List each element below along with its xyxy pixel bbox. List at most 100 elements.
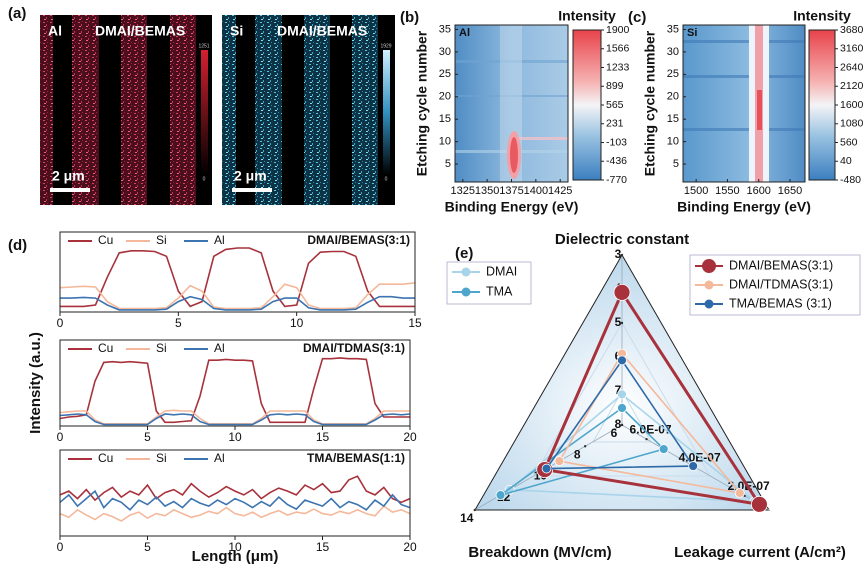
panel-label: (c) [628, 9, 646, 26]
x-tick-label: 1600 [746, 185, 770, 197]
x-tick-label: 15 [316, 430, 330, 444]
x-tick-label: 5 [144, 540, 151, 554]
y-tick-label: 30 [439, 46, 451, 58]
radar-tick-label: 3 [615, 247, 622, 261]
x-axis-label: Binding Energy (eV) [677, 199, 811, 215]
colorbar-tick-label: 3680 [840, 24, 864, 36]
colorbar-tick-label: 2640 [840, 61, 864, 73]
heatmap-image [683, 25, 805, 182]
radar-tick-label: 6 [611, 426, 618, 440]
legend-label: Si [156, 341, 167, 355]
radar-tick [620, 321, 624, 325]
colorbar-tick-label: 3160 [840, 43, 864, 55]
x-tick-label: 15 [408, 316, 422, 330]
legend-label: Si [156, 451, 167, 465]
colorbar-tick-label: -770 [606, 174, 627, 186]
x-tick-label: 20 [403, 540, 417, 554]
panel-label: (a) [8, 5, 26, 22]
x-tick-label: 0 [57, 430, 64, 444]
y-tick-label: 10 [439, 136, 451, 148]
radar-point [613, 283, 631, 301]
legend-label: Cu [98, 233, 113, 247]
radar-point [734, 488, 745, 498]
legend-label: DMAI/BEMAS(3:1) [729, 258, 833, 272]
data-line [59, 413, 411, 426]
colorbar-tick-label: 40 [840, 155, 852, 167]
y-tick-label: 20 [667, 91, 679, 103]
radar-tick-label: 7 [615, 383, 622, 397]
y-tick-label: 5 [673, 158, 679, 170]
radar-point [751, 495, 768, 513]
radar-tick-label: 14 [460, 511, 474, 525]
radar-series [542, 289, 763, 507]
colorbar-tick-label: -103 [606, 136, 627, 148]
plot-frame [59, 231, 416, 313]
data-line [59, 357, 410, 424]
colorbar-tick-label: 2120 [840, 80, 864, 92]
legend-label: DMAI/TDMAS(3:1) [729, 277, 833, 291]
radar-tick [620, 423, 624, 427]
eds-map: Al DMAI/BEMAS 2 μm 1251 0 [40, 15, 212, 205]
x-tick-label: 1400 [524, 185, 548, 197]
y-tick-label: 25 [667, 68, 679, 80]
y-axis-label: Etching cycle number [642, 30, 658, 176]
radar-tick [473, 508, 476, 512]
y-tick-label: 15 [439, 113, 451, 125]
x-tick-label: 5 [144, 430, 151, 444]
sample-label: DMAI/BEMAS [95, 23, 185, 39]
chart-title: DMAI/TDMAS(3:1) [303, 341, 405, 355]
radar-point [495, 490, 506, 501]
y-tick-label: 30 [667, 46, 679, 58]
y-tick-label: 5 [445, 158, 451, 170]
x-tick-label: 1425 [548, 185, 572, 197]
radar-axis-label: Breakdown (MV/cm) [468, 544, 611, 561]
x-tick-label: 0 [57, 316, 64, 330]
radar-point [554, 456, 565, 467]
data-line [59, 409, 410, 425]
y-tick-label: 15 [667, 113, 679, 125]
colorbar-max: 1929 [380, 43, 391, 49]
radar-series [544, 358, 695, 470]
panel-label: (b) [400, 9, 419, 26]
colorbar-tick-label: 1233 [606, 61, 630, 73]
x-tick-label: 0 [57, 540, 64, 554]
x-axis-label: Binding Energy (eV) [445, 199, 579, 215]
colorbar-min: 0 [203, 176, 206, 182]
panel-label: (d) [8, 237, 27, 254]
x-tick-label: 1550 [715, 185, 739, 197]
colorbar-tick-label: -436 [606, 155, 627, 167]
colorbar [808, 29, 836, 181]
colorbar-max: 1251 [198, 43, 209, 49]
y-axis-label: Etching cycle number [414, 30, 430, 176]
legend-marker [704, 299, 714, 309]
x-tick-label: 5 [175, 316, 182, 330]
data-line [59, 475, 411, 504]
radar-axis-label: Dielectric constant [555, 231, 689, 248]
y-tick-label: 35 [667, 23, 679, 35]
legend-marker [702, 259, 716, 273]
x-tick-label: 15 [316, 540, 330, 554]
data-line [59, 489, 411, 511]
legend-marker [461, 267, 471, 277]
colorbar-tick-label: 1566 [606, 43, 630, 55]
annotation: Al [459, 27, 470, 39]
chart-title: DMAI/BEMAS(3:1) [307, 233, 410, 247]
radar-tick-label: 8 [615, 417, 622, 431]
colorbar-tick-label: 1080 [840, 118, 864, 130]
data-line [59, 282, 416, 310]
x-tick-label: 10 [228, 540, 242, 554]
legend-label: TMA/BEMAS (3:1) [729, 296, 832, 310]
colorbar-tick-label: -480 [840, 174, 861, 186]
colorbar-tick-label: 899 [606, 80, 624, 92]
scale-bar-label: 2 μm [52, 168, 85, 184]
legend-label: DMAI [486, 264, 517, 278]
legend-label: Al [214, 341, 225, 355]
x-tick-label: 1650 [778, 185, 802, 197]
y-axis-label: Intensity (a.u.) [27, 332, 44, 434]
heatmap-image [455, 25, 568, 182]
legend-label: TMA [486, 284, 513, 298]
y-tick-label: 20 [439, 91, 451, 103]
radar-tick [620, 253, 624, 257]
radar-series [500, 406, 666, 496]
